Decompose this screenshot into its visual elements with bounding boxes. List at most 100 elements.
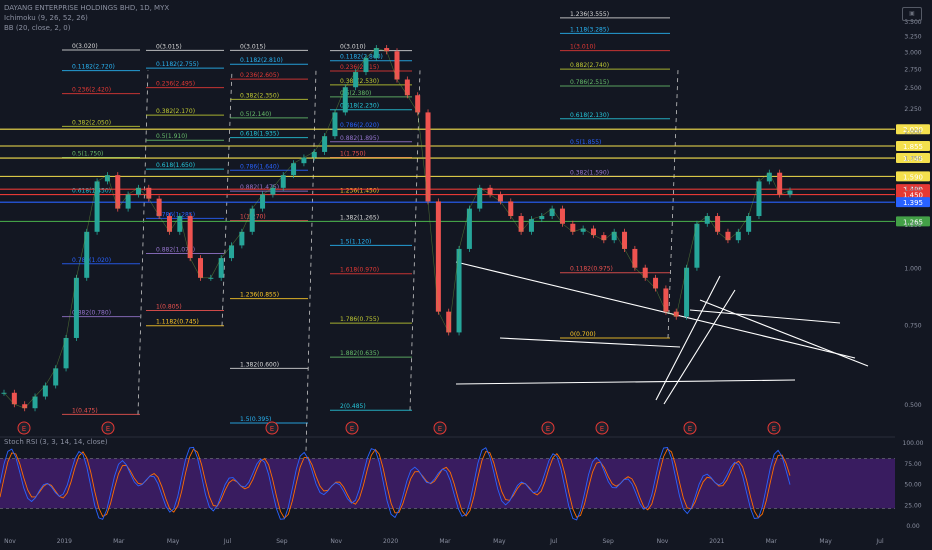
fib-level-label: 0.786(2.020) [340,122,379,129]
trend-line [455,379,796,385]
fib-trend-line [137,69,149,415]
fib-level-label: 1.5(1.120) [340,238,371,245]
candle-body [332,112,338,137]
fib-level-label: 1.1182(0.745) [156,319,199,326]
fib-level-label: 0.1182(2.755) [156,61,199,68]
candle-body [104,175,110,182]
candle-body [270,187,276,195]
candle-body [549,208,555,217]
fib-level-label: 0.1182(2.720) [72,64,115,71]
candle-body [260,194,266,209]
candle-body [539,216,545,220]
candle-body [363,57,369,73]
price-tag [896,171,930,182]
stoch-d-line [0,448,791,519]
candle-body [684,267,690,317]
stoch-legend: Stoch RSI (3, 3, 14, 14, close) [4,438,108,446]
candle-body [466,208,472,249]
fib-level-label: 0.1182(2.860) [340,54,383,61]
fib-level-label: 1.236(0.855) [240,292,279,299]
earnings-marker [595,421,609,435]
fib-level-label: 0.786(1.285) [156,211,195,218]
candle-body [311,151,317,158]
time-axis-tick: Nov [330,538,342,545]
trend-line [689,309,841,324]
candle-body [135,187,141,195]
fib-level-label: 1.882(0.635) [340,350,379,357]
candle-body [487,187,493,195]
candle-body [146,187,152,199]
candle-body [787,190,793,195]
candle-body [528,219,534,232]
ichimoku-legend: Ichimoku (9, 26, 52, 26) [4,14,88,22]
fib-level-label: 1(3.010) [570,44,596,51]
settings-icon[interactable]: ▣ [902,7,922,21]
earnings-marker [17,421,31,435]
fib-level-label: 0.882(1.075) [156,246,195,253]
stoch-axis-tick: 50.00 [904,482,921,489]
price-tag-label: 1.265 [903,218,923,226]
time-axis-tick: Sep [602,538,614,545]
price-axis-tick: 1.750 [904,155,921,162]
price-axis-tick: 3.000 [904,49,921,56]
price-tag-label: 2.020 [903,126,923,134]
fib-level-label: 1.382(1.265) [340,214,379,221]
candle-body [591,228,596,236]
candle-body [94,181,100,232]
candle-body [53,368,59,386]
price-axis-tick: 3.250 [904,34,921,41]
fib-level-label: 0.786(2.515) [570,79,609,86]
time-axis-tick: 2021 [709,538,724,545]
time-axis-tick: Nov [657,538,669,545]
fib-level-label: 0.5(2.380) [340,90,371,97]
earnings-marker-label: E [22,425,26,433]
price-tag-label: 1.450 [903,192,923,200]
time-axis-tick: Mar [439,538,451,545]
fib-level-label: 2(0.485) [340,403,366,410]
price-axis-tick: 2.000 [904,129,921,136]
fib-level-label: 0.618(1.935) [240,131,279,138]
time-axis-tick: 2020 [383,538,398,545]
time-axis-tick: Nov [4,538,16,545]
fib-level-label: 1(1.750) [340,150,366,157]
fib-level-label: 0.5(1.910) [156,133,187,140]
price-tag-label: 1.745 [903,155,923,163]
candle-body [653,277,659,289]
candles-layer [1,45,793,412]
fib-level-label: 0.382(2.350) [240,92,279,99]
candle-body [280,175,286,188]
price-axis: 0.500 0.750 1.000 1.250 1.500 1.750 2.000 2.250… [904,19,921,409]
candle-body [570,223,576,232]
fib-level-label: 1.5(0.395) [240,416,271,423]
price-tag [896,197,930,208]
candle-body [42,385,48,397]
time-axis: Nov 2019 Mar May Jul Sep Nov 2020 Mar May Jul Sep No… [4,538,884,545]
fib-level-label: 0(3.020) [72,43,98,50]
time-axis-tick: May [819,538,832,545]
time-axis-tick: May [493,538,506,545]
fib-level-label: 1.118(3.285) [570,26,609,33]
price-tag-label: 1.855 [903,143,923,151]
stoch-axis-tick: 0.00 [906,523,920,530]
fib-level-label: 1.236(1.450) [340,188,379,195]
fib-trend-line [409,69,421,411]
fib-level-label: 0.882(0.780) [72,310,111,317]
time-axis-tick: May [167,538,180,545]
candle-body [456,248,462,333]
fib-level-label: 0.382(2.170) [156,108,195,115]
candle-body [73,277,79,338]
time-axis-tick: 2019 [57,538,72,545]
price-tag-label: 1.590 [903,173,923,181]
fib-level-label: 0.1182(2.810) [240,57,283,64]
fib-level-label: 0.786(1.640) [240,163,279,170]
stoch-axis-tick: 25.00 [904,502,921,509]
candle-body [166,216,172,232]
candle-body [239,231,245,246]
fib-level-label: 0.618(1.450) [72,188,111,195]
candle-body [198,258,203,278]
fib-level-label: 0.618(1.650) [156,162,195,169]
price-axis-tick: 1.250 [904,222,921,229]
earnings-marker [265,421,279,435]
